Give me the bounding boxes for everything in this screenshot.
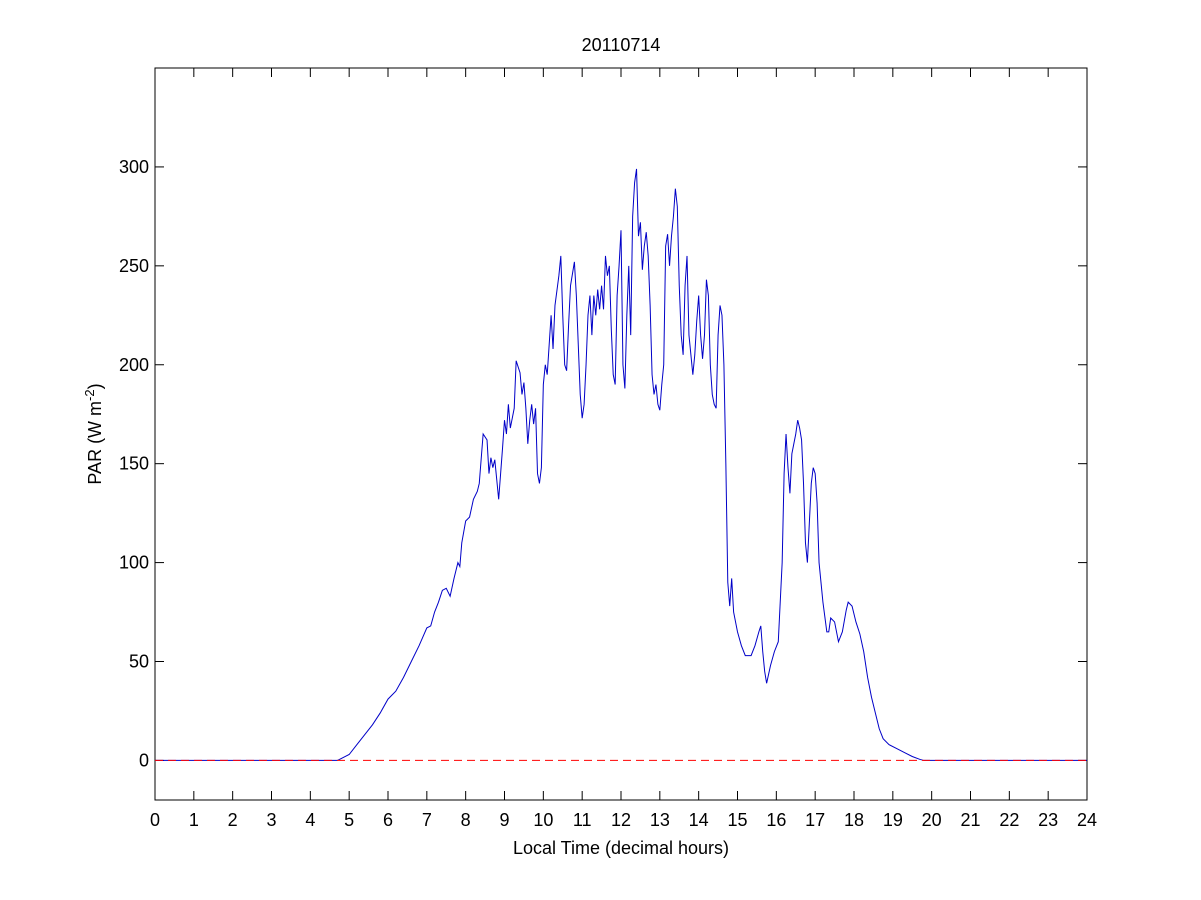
x-tick-label: 0 [150, 810, 160, 830]
x-tick-label: 18 [844, 810, 864, 830]
x-tick-label: 11 [573, 810, 592, 830]
x-tick-label: 1 [189, 810, 199, 830]
x-tick-label: 16 [766, 810, 786, 830]
y-axis-label-end: ) [85, 383, 105, 389]
plot-area [154, 67, 1088, 801]
x-tick-label: 14 [689, 810, 709, 830]
x-tick-label: 24 [1077, 810, 1097, 830]
x-tick-label: 9 [499, 810, 509, 830]
chart-title: 20110714 [582, 35, 661, 55]
x-tick-label: 17 [805, 810, 825, 830]
y-tick-label: 50 [129, 652, 149, 672]
y-axis-label: PAR (W m-2) [82, 383, 106, 484]
y-axis-label-sup: -2 [82, 389, 97, 401]
x-tick-label: 19 [883, 810, 903, 830]
x-tick-label: 21 [960, 810, 980, 830]
x-tick-label: 22 [999, 810, 1019, 830]
x-axis-label: Local Time (decimal hours) [513, 838, 729, 858]
x-tick-label: 7 [422, 810, 432, 830]
y-tick-label: 300 [119, 157, 149, 177]
x-tick-label: 2 [228, 810, 238, 830]
data-line [155, 168, 1087, 761]
y-tick-label: 150 [119, 454, 149, 474]
x-tick-label: 4 [305, 810, 315, 830]
x-tick-label: 5 [344, 810, 354, 830]
y-axis-label-text: PAR (W m [85, 401, 105, 485]
y-tick-label: 0 [139, 750, 149, 770]
x-tick-label: 20 [922, 810, 942, 830]
y-tick-label: 100 [119, 553, 149, 573]
y-tick-label: 250 [119, 256, 149, 276]
x-tick-label: 10 [533, 810, 553, 830]
y-tick-label: 200 [119, 355, 149, 375]
x-tick-label: 12 [611, 810, 631, 830]
x-tick-label: 13 [650, 810, 670, 830]
x-tick-label: 23 [1038, 810, 1058, 830]
x-tick-label: 8 [461, 810, 471, 830]
x-tick-label: 6 [383, 810, 393, 830]
x-tick-label: 3 [266, 810, 276, 830]
x-tick-label: 15 [727, 810, 747, 830]
